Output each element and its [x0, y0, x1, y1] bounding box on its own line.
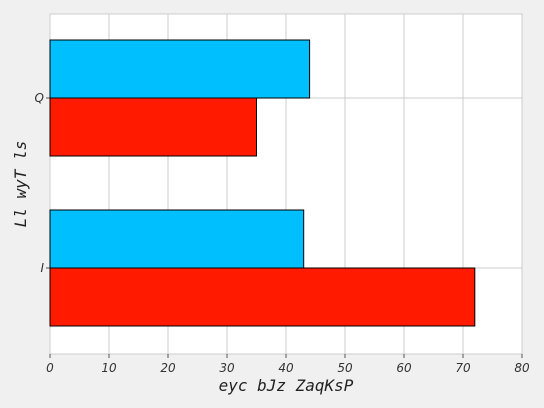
x-tick-label: 70: [455, 361, 471, 375]
y-tick-label: I: [40, 261, 44, 275]
x-tick-label: 50: [337, 361, 353, 375]
bars: [49, 39, 476, 327]
x-tick-label: 20: [160, 361, 176, 375]
x-tick-label: 40: [278, 361, 294, 375]
x-tick-label: 30: [219, 361, 235, 375]
x-axis-title: eyc bJz ZaqKsP: [219, 376, 354, 395]
y-tick-label: Q: [35, 91, 44, 105]
bar: [49, 209, 305, 269]
bar: [49, 39, 311, 99]
x-tick-label: 0: [46, 361, 54, 375]
bar: [49, 267, 476, 327]
bar: [49, 97, 257, 157]
x-tick-label: 80: [514, 361, 530, 375]
x-tick-label: 60: [396, 361, 412, 375]
y-axis-title: Ll wyT ls: [11, 141, 30, 228]
tick-labels: 0 10 20 30 40 50 60 70 80 I Q: [35, 91, 530, 375]
x-tick-label: 10: [101, 361, 117, 375]
